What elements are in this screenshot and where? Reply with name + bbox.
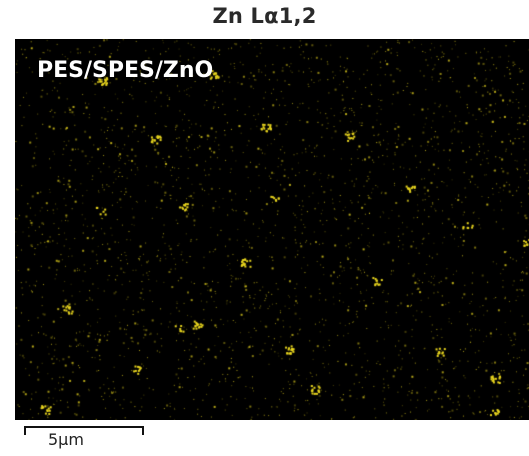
eds-element-map: PES/SPES/ZnO (15, 39, 529, 420)
element-map-title: Zn Lα1,2 (212, 4, 317, 28)
scale-bar-tick-right (142, 426, 144, 435)
scale-bar-tick-left (24, 426, 26, 435)
scale-bar-label: 5μm (48, 430, 84, 449)
sample-label: PES/SPES/ZnO (37, 58, 214, 83)
zn-signal-dots (15, 39, 529, 420)
scale-bar (24, 426, 144, 435)
scale-bar-line (24, 426, 144, 428)
